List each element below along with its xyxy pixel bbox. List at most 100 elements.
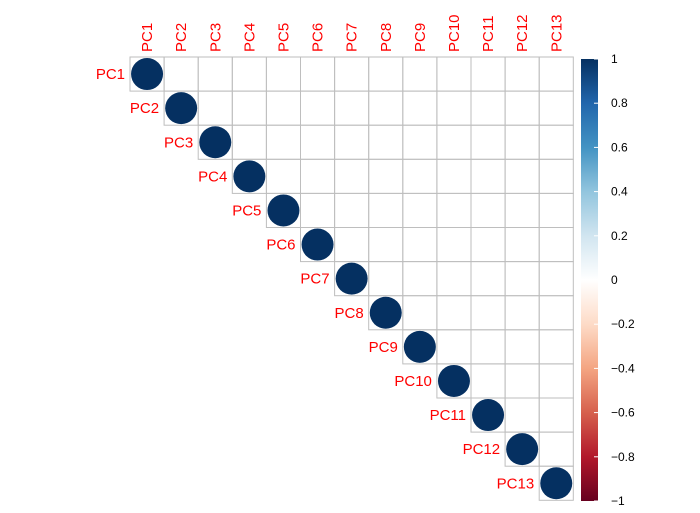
grid-cell [300,158,336,194]
colorbar-tick-label: −0.6 [611,406,635,420]
row-label-pc1: PC1 [96,66,125,83]
grid-cell [402,158,438,194]
correlation-circle-pc1-pc1 [131,58,164,91]
grid-cell [470,56,506,92]
grid-cell [538,124,574,160]
correlation-circle-pc4-pc4 [233,160,266,193]
grid-cell [368,192,404,228]
grid-cell [402,227,438,263]
grid-cell [300,192,336,228]
grid-cell [402,124,438,160]
grid-cell [231,124,267,160]
row-label-pc13: PC13 [497,475,535,492]
column-label-pc7: PC7 [344,23,361,52]
grid-cell [538,261,574,297]
row-label-pc3: PC3 [164,134,193,151]
grid-cell [470,124,506,160]
correlation-circle-pc2-pc2 [165,92,198,125]
grid-cell [402,90,438,126]
grid-cell [334,56,370,92]
colorbar-tick-label: 0 [611,273,618,287]
grid-cell [300,124,336,160]
grid-cell [538,295,574,331]
column-label-pc12: PC12 [514,14,531,52]
grid-cell [368,56,404,92]
colorbar: 1 0.8 0.6 0.4 0.2 0 −0.2 −0.4 −0.6 −0.8 −1 [581,52,635,508]
grid-cell [368,124,404,160]
grid-cell [265,56,301,92]
grid-cell [504,227,540,263]
correlation-circle-pc5-pc5 [267,194,300,227]
grid-cell [300,56,336,92]
colorbar-tick-label: 0.6 [611,140,628,154]
grid-cell [538,329,574,365]
grid-cell [538,227,574,263]
grid-cell [334,227,370,263]
column-label-pc8: PC8 [378,23,395,52]
correlation-circle-pc12-pc12 [506,433,539,466]
grid-cell [265,158,301,194]
row-label-pc5: PC5 [232,202,261,219]
correlation-circle-pc7-pc7 [335,262,368,295]
grid [129,56,574,501]
correlation-circle-pc11-pc11 [472,399,505,432]
grid-cell [334,90,370,126]
colorbar-tick-label: −0.8 [611,450,635,464]
row-label-pc10: PC10 [394,373,432,390]
grid-cell [470,158,506,194]
grid-cell [197,56,233,92]
row-label-pc8: PC8 [335,305,364,322]
grid-cell [436,124,472,160]
grid-cell [504,158,540,194]
grid-cell [538,397,574,433]
colorbar-tick-label: 0.4 [611,185,628,199]
grid-cell [265,124,301,160]
grid-cell [504,261,540,297]
colorbar-tick-label: −1 [611,494,625,508]
row-label-pc4: PC4 [198,168,227,185]
grid-cell [470,261,506,297]
correlation-circle-pc9-pc9 [403,330,436,363]
grid-cell [334,158,370,194]
grid-cell [470,90,506,126]
column-label-pc2: PC2 [173,23,190,52]
grid-cell [436,90,472,126]
correlation-circle-pc6-pc6 [301,228,334,261]
column-label-pc1: PC1 [139,23,156,52]
grid-cell [197,90,233,126]
colorbar-gradient [581,59,598,501]
grid-cell [504,329,540,365]
grid-cell [504,90,540,126]
row-label-pc7: PC7 [300,271,329,288]
grid-cell [470,329,506,365]
grid-cell [402,295,438,331]
grid-cell [538,158,574,194]
grid-cell [504,124,540,160]
grid-cell [402,192,438,228]
grid-cell [436,329,472,365]
grid-cell [436,261,472,297]
grid-cell [436,158,472,194]
grid-cell [538,90,574,126]
correlation-circle-pc8-pc8 [369,296,402,329]
row-label-pc9: PC9 [369,339,398,356]
grid-cell [470,363,506,399]
grid-cell [265,90,301,126]
row-label-pc2: PC2 [130,100,159,117]
column-label-pc9: PC9 [412,23,429,52]
grid-cell [538,465,574,501]
colorbar-tick-label: 0.8 [611,96,628,110]
colorbar-tick-label: 0.2 [611,229,628,243]
grid-cell [436,56,472,92]
grid-cell [368,90,404,126]
grid-cell [538,363,574,399]
grid-cell [368,158,404,194]
grid-cell [538,56,574,92]
grid-cell [334,124,370,160]
grid-cell [231,90,267,126]
grid-cell [334,192,370,228]
grid-cell [402,261,438,297]
grid-cell [436,295,472,331]
column-label-pc6: PC6 [310,23,327,52]
